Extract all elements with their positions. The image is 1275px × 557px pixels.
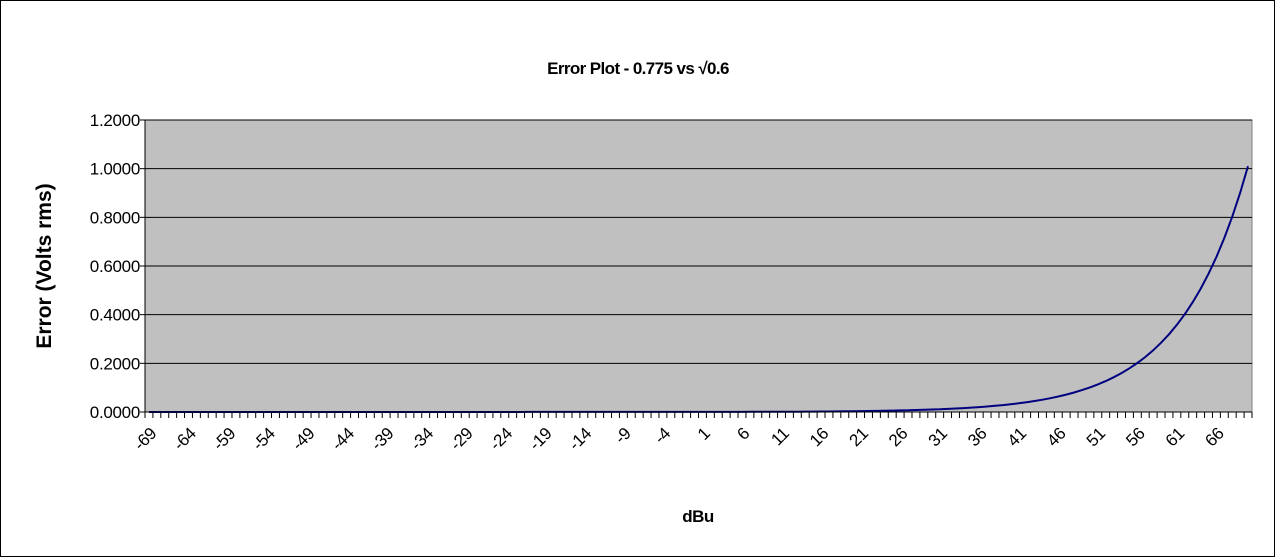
y-tick-label: 0.6000: [90, 257, 140, 276]
y-tick-label: 0.4000: [90, 306, 140, 325]
x-tick-label: 11: [767, 424, 793, 450]
x-tick-label: -54: [249, 424, 279, 454]
x-tick-label: -64: [170, 424, 200, 454]
x-tick-label: 16: [806, 424, 832, 450]
x-tick-label: 66: [1201, 424, 1227, 450]
x-tick-label: 41: [1004, 424, 1030, 450]
x-tick-label: -39: [367, 424, 397, 454]
x-axis-ticks: -69 -64 -59 -54 -49 -44 -39 -34 -29 -24 -19 -14 -9 -4…: [130, 412, 1253, 454]
x-tick-label: 21: [846, 424, 872, 450]
x-tick-label: 1: [694, 424, 714, 444]
x-tick-label: 26: [885, 424, 911, 450]
y-tick-label: 0.8000: [90, 208, 140, 227]
x-tick-label: -34: [407, 424, 437, 454]
x-tick-label: -24: [486, 424, 516, 454]
y-axis-ticks: 0.0000 0.2000 0.4000 0.6000 0.8000 1.0000 1.20…: [90, 111, 145, 422]
y-tick-label: 1.0000: [90, 160, 140, 179]
x-tick-label: -14: [565, 424, 595, 454]
y-tick-label: 0.0000: [90, 403, 140, 422]
x-axis-label: dBu: [682, 507, 714, 526]
x-tick-label: 46: [1043, 424, 1069, 450]
x-tick-label: 56: [1122, 424, 1148, 450]
y-tick-label: 0.2000: [90, 354, 140, 373]
x-tick-label: -49: [288, 424, 318, 454]
x-tick-label: 36: [964, 424, 990, 450]
x-tick-label: -69: [130, 424, 160, 454]
x-tick-label: -19: [525, 424, 555, 454]
x-tick-label: -29: [446, 424, 476, 454]
y-axis-label: Error (Volts rms): [33, 183, 56, 348]
x-tick-label: -44: [328, 424, 358, 454]
grid-lines: [145, 119, 1252, 364]
x-tick-label: -59: [209, 424, 239, 454]
x-tick-label: 51: [1083, 424, 1109, 450]
chart-title: Error Plot - 0.775 vs √0.6: [547, 59, 729, 78]
x-tick-label: 61: [1162, 424, 1188, 450]
x-tick-label: 6: [733, 424, 753, 444]
x-tick-label: -9: [611, 424, 635, 448]
x-tick-label: -4: [651, 424, 675, 448]
y-tick-label: 1.2000: [90, 111, 140, 130]
x-tick-label: 31: [925, 424, 951, 450]
